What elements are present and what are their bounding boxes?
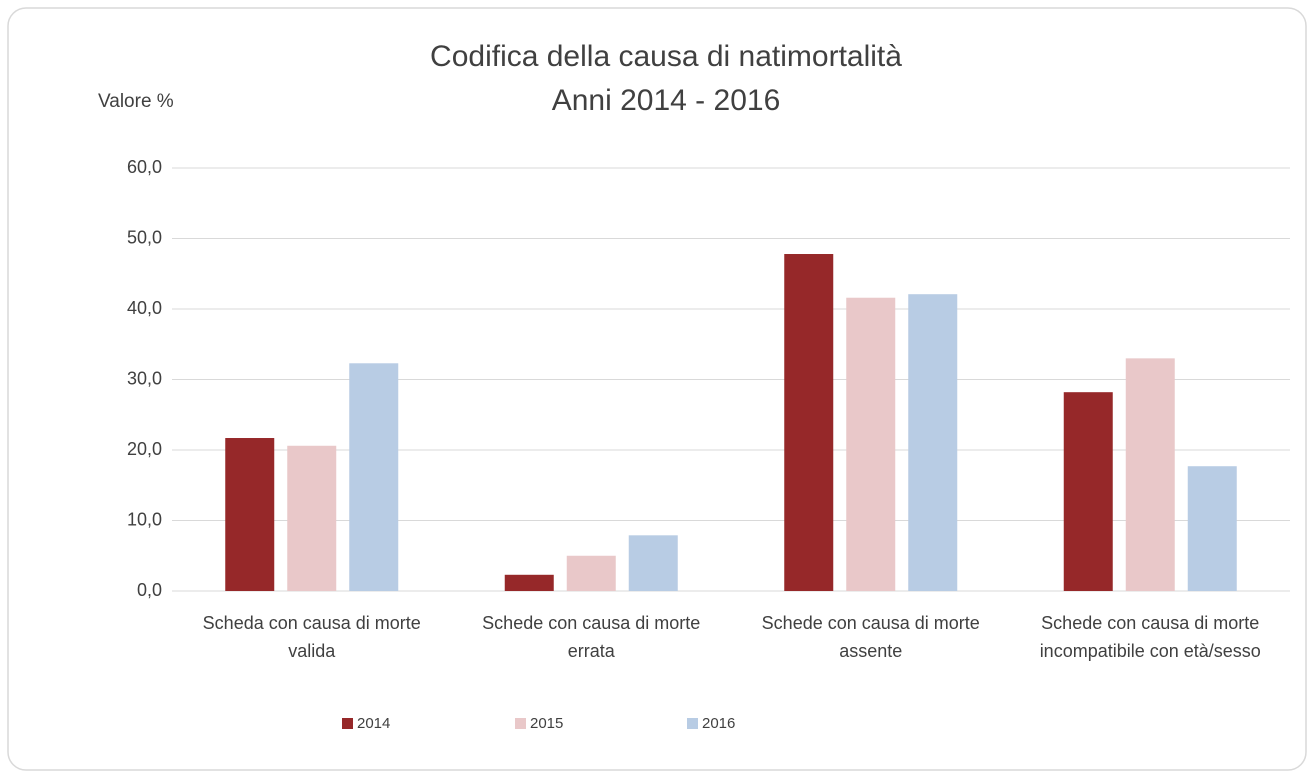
bar (1125, 358, 1175, 591)
legend-swatch (515, 718, 526, 729)
bar (225, 438, 275, 591)
legend-swatch (687, 718, 698, 729)
bar (1187, 466, 1237, 591)
bar (287, 445, 337, 591)
x-tick-label: Scheda con causa di morte valida (203, 613, 421, 661)
x-tick-label: Schede con causa di morte incompatibile c… (1040, 613, 1261, 661)
y-tick-label: 40,0 (127, 298, 162, 318)
chart-subtitle: Anni 2014 - 2016 (552, 84, 781, 117)
bar (784, 254, 834, 591)
y-tick-label: 20,0 (127, 439, 162, 459)
legend-swatch (342, 718, 353, 729)
y-tick-label: 50,0 (127, 227, 162, 247)
x-tick-label: Schede con causa di morte errata (482, 613, 700, 661)
bar (908, 294, 958, 591)
y-tick-label: 10,0 (127, 509, 162, 529)
bar (628, 535, 678, 591)
y-tick-label: 0,0 (137, 580, 162, 600)
legend-label: 2015 (530, 715, 563, 732)
bar (1063, 392, 1113, 591)
bar (566, 555, 616, 591)
bar (504, 574, 554, 591)
bar (349, 363, 399, 591)
bar (846, 297, 896, 591)
x-tick-label: Schede con causa di morte assente (762, 613, 980, 661)
y-axis-label: Valore % (98, 91, 174, 112)
legend-label: 2014 (357, 715, 390, 732)
legend-label: 2016 (702, 715, 735, 732)
chart-title: Codifica della causa di natimortalità (430, 40, 902, 73)
y-tick-label: 30,0 (127, 368, 162, 388)
y-tick-label: 60,0 (127, 157, 162, 177)
